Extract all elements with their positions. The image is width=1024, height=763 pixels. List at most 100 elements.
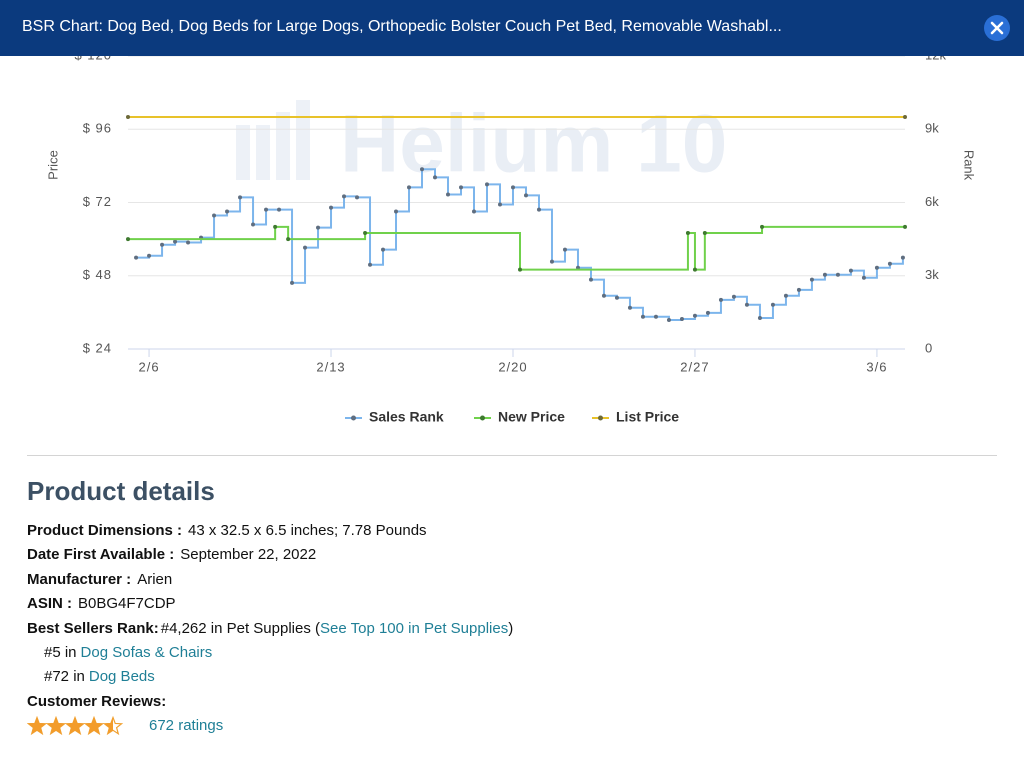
point <box>549 259 554 264</box>
y-tick-label: $ 24 <box>83 340 112 355</box>
point <box>225 209 230 214</box>
point <box>286 237 291 242</box>
point <box>588 277 593 282</box>
star <box>47 717 65 734</box>
point <box>874 265 879 270</box>
point <box>536 207 541 212</box>
close-button[interactable] <box>983 14 1011 42</box>
value: B0BG4F7CDP <box>78 595 176 613</box>
star <box>28 717 46 734</box>
rank-row: #72 in Dog Beds <box>27 665 513 689</box>
point <box>126 115 130 120</box>
link[interactable]: 672 ratings <box>149 717 224 735</box>
point <box>757 315 762 320</box>
point <box>251 222 256 227</box>
point <box>900 255 905 260</box>
value: #4,262 in Pet Supplies ( <box>160 619 321 637</box>
star-rating <box>26 715 124 736</box>
rating-row: 672 ratings <box>26 714 513 738</box>
point <box>471 209 476 214</box>
point <box>484 182 489 187</box>
point <box>238 195 243 200</box>
value: 43 x 32.5 x 6.5 inches; 7.78 Pounds <box>188 522 427 539</box>
label: Date First Available : <box>27 546 175 564</box>
point <box>601 293 606 298</box>
point <box>433 175 438 180</box>
legend-label: List Price <box>616 409 679 425</box>
x-tick-label: 2/13 <box>316 359 345 374</box>
point <box>329 205 334 210</box>
point <box>822 272 827 277</box>
link[interactable]: Dog Sofas & Chairs <box>80 643 213 661</box>
section-title: Product details <box>27 476 215 506</box>
point <box>666 317 671 322</box>
x-tick-label: 2/27 <box>680 359 709 374</box>
value: ) <box>508 619 514 637</box>
point <box>848 268 853 273</box>
x-tick-label: 2/20 <box>498 359 527 374</box>
point <box>368 262 373 267</box>
detail-row: ASIN : B0BG4F7CDP <box>27 592 513 616</box>
point <box>134 255 139 260</box>
point <box>903 115 907 120</box>
y2-axis-label: Rank <box>962 150 977 181</box>
point <box>835 272 840 277</box>
point <box>290 280 295 285</box>
y-axis-label: Price <box>45 150 60 180</box>
x-tick-label: 3/6 <box>866 359 887 374</box>
y-tick-label: $ 72 <box>83 194 112 209</box>
point <box>861 275 866 280</box>
link[interactable]: Dog Beds <box>88 668 155 686</box>
point <box>363 231 368 236</box>
point <box>887 261 892 266</box>
point <box>186 240 191 245</box>
y2-tick-label: 9k <box>925 121 939 136</box>
detail-row: Manufacturer : Arien <box>27 568 513 592</box>
y-tick-label: $ 48 <box>83 267 112 282</box>
value: #72 in <box>44 668 85 686</box>
point <box>173 239 178 244</box>
point <box>523 193 528 198</box>
rank-row: #5 in Dog Sofas & Chairs <box>27 641 513 665</box>
point <box>264 207 269 212</box>
point <box>903 224 907 229</box>
point <box>355 195 360 200</box>
point <box>381 247 386 252</box>
legend-marker <box>480 415 485 421</box>
label: Manufacturer : <box>27 570 132 588</box>
point <box>562 247 567 252</box>
point <box>160 242 165 247</box>
point <box>692 313 697 318</box>
y2-tick-label: 6k <box>925 194 939 209</box>
y2-tick-label: 3k <box>925 267 939 282</box>
detail-row: Product Dimensions : 43 x 32.5 x 6.5 inch… <box>27 519 513 543</box>
value: #5 in <box>44 643 77 661</box>
point <box>407 185 412 190</box>
y-tick-label: $ 96 <box>83 121 112 136</box>
divider <box>27 455 997 456</box>
point <box>147 253 152 258</box>
detail-row: Date First Available : September 22, 2022 <box>27 543 513 567</box>
point <box>679 316 684 321</box>
link[interactable]: See Top 100 in Pet Supplies <box>320 619 509 637</box>
star <box>85 717 103 734</box>
point <box>770 302 775 307</box>
point <box>277 207 282 212</box>
rank-row: Best Sellers Rank: #4,262 in Pet Supplies… <box>27 617 513 641</box>
point <box>692 267 697 272</box>
point <box>809 277 814 282</box>
point <box>731 294 736 299</box>
series-line <box>128 225 905 271</box>
point <box>783 293 788 298</box>
star <box>66 717 84 734</box>
point <box>446 192 451 197</box>
product-details: Product details Product Dimensions : 43 x… <box>26 476 513 739</box>
label: Product Dimensions : <box>27 522 183 539</box>
watermark-icon <box>236 100 310 180</box>
point <box>497 202 502 207</box>
point <box>614 295 619 300</box>
label: Customer Reviews: <box>27 692 167 710</box>
point <box>702 231 707 236</box>
point <box>627 305 632 310</box>
